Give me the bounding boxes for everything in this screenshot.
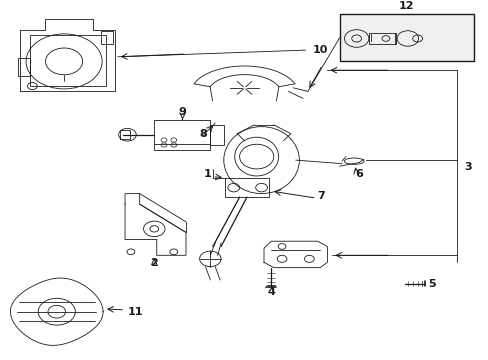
Bar <box>30 35 105 86</box>
Text: 6: 6 <box>354 169 362 179</box>
Text: 3: 3 <box>463 162 470 172</box>
Text: 11: 11 <box>127 307 142 317</box>
Text: 2: 2 <box>150 258 158 268</box>
Bar <box>154 120 210 149</box>
Text: 9: 9 <box>178 107 186 117</box>
Text: 1: 1 <box>203 169 211 179</box>
Bar <box>368 33 395 44</box>
Ellipse shape <box>344 158 363 165</box>
Bar <box>120 130 130 139</box>
Text: 5: 5 <box>427 279 435 288</box>
Bar <box>18 58 30 76</box>
Text: 12: 12 <box>398 1 413 11</box>
Text: 10: 10 <box>312 45 327 55</box>
Bar <box>101 31 113 44</box>
Text: 8: 8 <box>199 129 206 139</box>
Bar <box>224 178 268 197</box>
Text: 7: 7 <box>317 191 325 201</box>
Text: 4: 4 <box>267 287 275 297</box>
FancyBboxPatch shape <box>339 14 473 62</box>
Bar <box>210 125 224 145</box>
